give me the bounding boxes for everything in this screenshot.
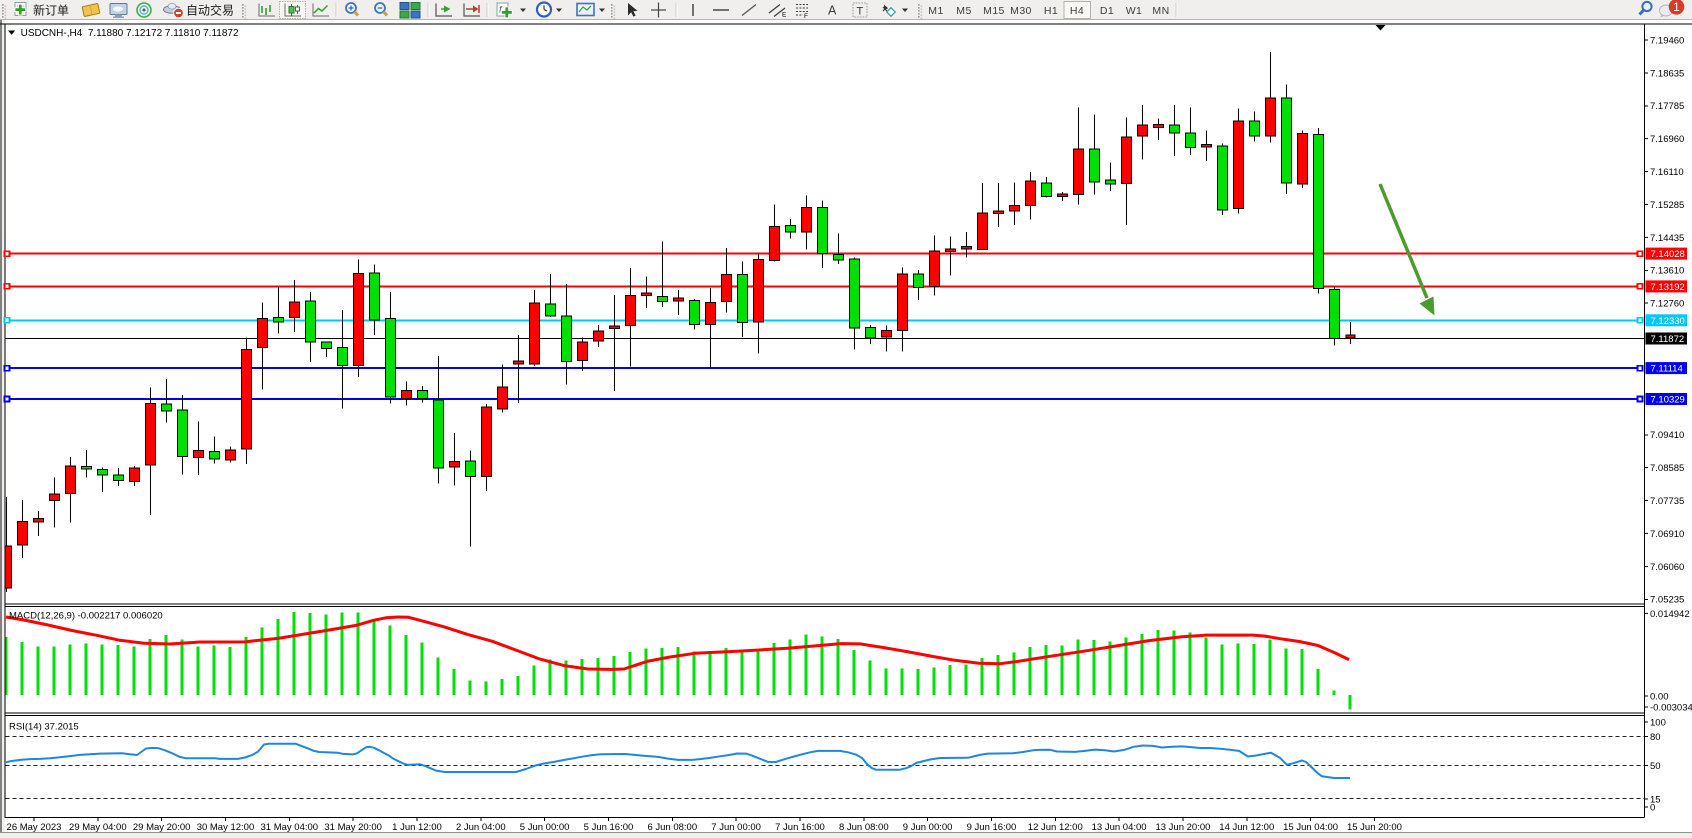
svg-text:0.014942: 0.014942 bbox=[1650, 609, 1690, 620]
svg-text:5 Jun 16:00: 5 Jun 16:00 bbox=[584, 822, 634, 833]
svg-text:8 Jun 08:00: 8 Jun 08:00 bbox=[839, 822, 889, 833]
svg-text:USDCNH-,H4 7.11880 7.12172 7.: USDCNH-,H4 7.11880 7.12172 7.11810 7.118… bbox=[21, 28, 239, 39]
svg-text:7.07735: 7.07735 bbox=[1650, 496, 1684, 507]
svg-text:14 Jun 12:00: 14 Jun 12:00 bbox=[1219, 822, 1274, 833]
svg-text:新订单: 新订单 bbox=[33, 3, 69, 18]
svg-text:15 Jun 04:00: 15 Jun 04:00 bbox=[1283, 822, 1338, 833]
svg-text:80: 80 bbox=[1650, 732, 1661, 743]
svg-text:E: E bbox=[782, 12, 787, 19]
svg-text:0: 0 bbox=[1650, 802, 1655, 813]
svg-text:M1: M1 bbox=[928, 5, 943, 17]
svg-text:26 May 2023: 26 May 2023 bbox=[7, 822, 62, 833]
svg-text:7.13192: 7.13192 bbox=[1651, 282, 1685, 293]
svg-text:-0.003034: -0.003034 bbox=[1650, 702, 1692, 713]
svg-text:自动交易: 自动交易 bbox=[186, 3, 234, 18]
svg-text:13 Jun 20:00: 13 Jun 20:00 bbox=[1155, 822, 1210, 833]
svg-text:5 Jun 00:00: 5 Jun 00:00 bbox=[520, 822, 570, 833]
svg-text:0.00: 0.00 bbox=[1650, 691, 1669, 702]
svg-text:9 Jun 00:00: 9 Jun 00:00 bbox=[903, 822, 953, 833]
svg-text:A: A bbox=[828, 4, 837, 18]
svg-text:7.05235: 7.05235 bbox=[1650, 595, 1684, 606]
svg-text:MACD(12,26,9) -0.002217 0.0060: MACD(12,26,9) -0.002217 0.006020 bbox=[9, 611, 163, 622]
svg-text:D1: D1 bbox=[1100, 5, 1114, 17]
svg-text:31 May 20:00: 31 May 20:00 bbox=[324, 822, 382, 833]
svg-text:T: T bbox=[857, 6, 864, 18]
svg-text:7.12330: 7.12330 bbox=[1651, 316, 1685, 327]
svg-text:H1: H1 bbox=[1044, 5, 1058, 17]
svg-text:1 Jun 12:00: 1 Jun 12:00 bbox=[392, 822, 442, 833]
svg-text:F: F bbox=[804, 13, 808, 20]
svg-text:6 Jun 08:00: 6 Jun 08:00 bbox=[647, 822, 697, 833]
svg-text:7.06060: 7.06060 bbox=[1650, 562, 1684, 573]
svg-text:1: 1 bbox=[1673, 0, 1680, 14]
svg-text:7.10329: 7.10329 bbox=[1651, 395, 1685, 406]
svg-text:7 Jun 00:00: 7 Jun 00:00 bbox=[711, 822, 761, 833]
svg-text:M30: M30 bbox=[1010, 5, 1032, 17]
svg-text:7.17785: 7.17785 bbox=[1650, 101, 1684, 112]
svg-text:9 Jun 16:00: 9 Jun 16:00 bbox=[967, 822, 1017, 833]
svg-text:7.11872: 7.11872 bbox=[1651, 334, 1685, 345]
svg-text:29 May 20:00: 29 May 20:00 bbox=[133, 822, 191, 833]
svg-text:7.16110: 7.16110 bbox=[1650, 167, 1684, 178]
svg-text:RSI(14) 37.2015: RSI(14) 37.2015 bbox=[9, 722, 79, 733]
svg-text:7.14028: 7.14028 bbox=[1651, 249, 1685, 260]
svg-text:H4: H4 bbox=[1070, 5, 1084, 17]
svg-text:100: 100 bbox=[1650, 717, 1666, 728]
svg-text:2 Jun 04:00: 2 Jun 04:00 bbox=[456, 822, 506, 833]
svg-text:31 May 04:00: 31 May 04:00 bbox=[261, 822, 319, 833]
svg-text:7.09410: 7.09410 bbox=[1650, 430, 1684, 441]
svg-text:7.11114: 7.11114 bbox=[1651, 364, 1683, 375]
svg-text:7 Jun 16:00: 7 Jun 16:00 bbox=[775, 822, 825, 833]
svg-text:W1: W1 bbox=[1126, 5, 1143, 17]
svg-text:M15: M15 bbox=[983, 5, 1005, 17]
svg-text:M5: M5 bbox=[956, 5, 971, 17]
svg-text:15 Jun 20:00: 15 Jun 20:00 bbox=[1347, 822, 1402, 833]
svg-text:50: 50 bbox=[1650, 761, 1661, 772]
svg-text:13 Jun 04:00: 13 Jun 04:00 bbox=[1092, 822, 1147, 833]
svg-text:7.19460: 7.19460 bbox=[1650, 35, 1684, 46]
svg-text:15: 15 bbox=[1650, 794, 1661, 805]
svg-text:MN: MN bbox=[1152, 5, 1169, 17]
svg-text:7.14435: 7.14435 bbox=[1650, 233, 1684, 244]
svg-text:12 Jun 12:00: 12 Jun 12:00 bbox=[1028, 822, 1083, 833]
svg-text:7.16960: 7.16960 bbox=[1650, 134, 1684, 145]
svg-text:7.08585: 7.08585 bbox=[1650, 463, 1684, 474]
svg-text:f: f bbox=[499, 5, 503, 15]
svg-text:7.12760: 7.12760 bbox=[1650, 299, 1684, 310]
svg-text:29 May 04:00: 29 May 04:00 bbox=[69, 822, 127, 833]
svg-text:7.06910: 7.06910 bbox=[1650, 529, 1684, 540]
svg-text:7.18635: 7.18635 bbox=[1650, 68, 1684, 79]
svg-text:7.13610: 7.13610 bbox=[1650, 266, 1684, 277]
svg-text:30 May 12:00: 30 May 12:00 bbox=[197, 822, 255, 833]
svg-text:7.15285: 7.15285 bbox=[1650, 200, 1684, 211]
